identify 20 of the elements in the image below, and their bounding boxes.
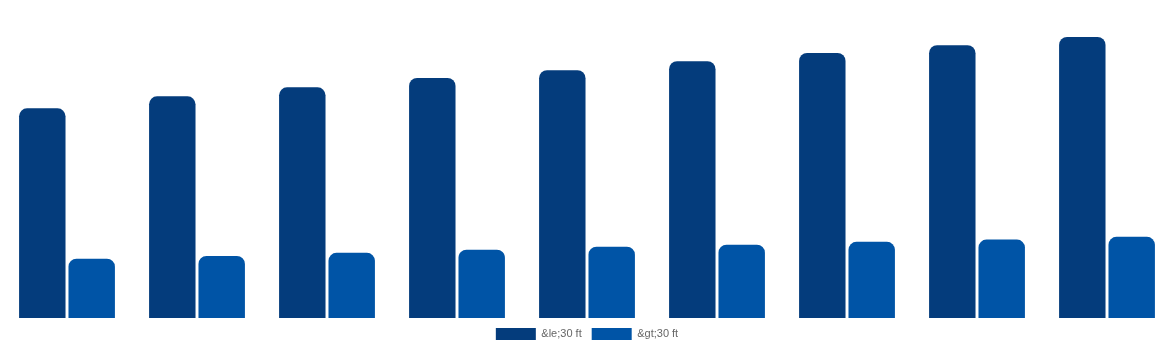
bar [68,258,115,318]
bar [718,244,765,318]
bar [458,249,505,318]
bar [19,108,66,318]
bar [669,61,716,318]
bar [328,252,375,318]
legend-label: &le;30 ft [541,327,582,340]
bar [978,239,1025,318]
bar [848,241,895,318]
bar [1059,37,1106,318]
bar [799,53,846,318]
bar [279,87,326,318]
bar [929,45,976,318]
bar [1108,236,1155,318]
bar [149,96,196,318]
bar [198,255,245,318]
legend-label: &gt;30 ft [637,327,679,340]
bar [588,246,635,318]
bar [539,70,586,318]
bar [409,78,456,318]
